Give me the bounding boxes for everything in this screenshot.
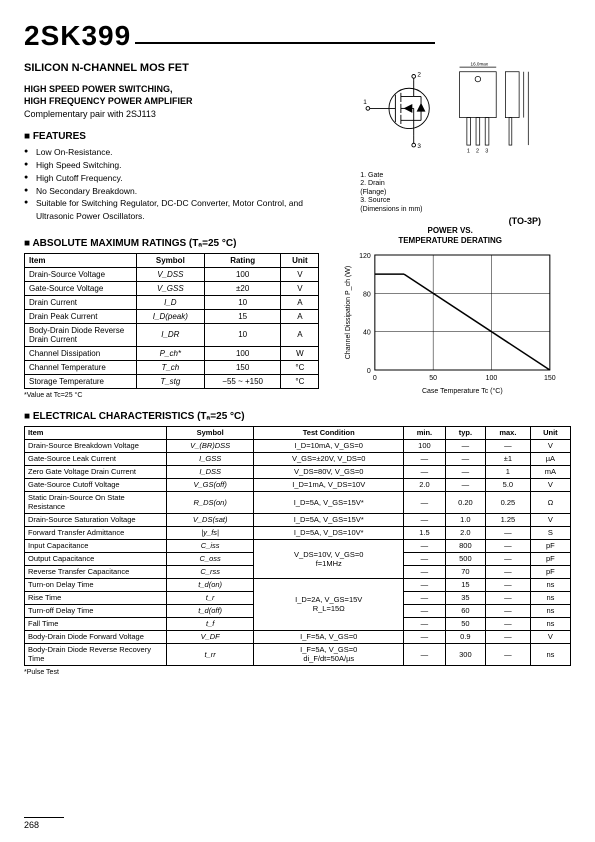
svg-text:3: 3 — [485, 148, 488, 154]
abs-footnote: *Value at Tc=25 °C — [24, 392, 319, 399]
page-number: 268 — [24, 817, 64, 830]
features-list: Low On-Resistance.High Speed Switching.H… — [24, 146, 318, 223]
elec-title: ELECTRICAL CHARACTERISTICS (Tₐ=25 °C) — [24, 411, 571, 422]
abs-title: ABSOLUTE MAXIMUM RATINGS (Tₐ=25 °C) — [24, 238, 319, 249]
derating-chart: 0 50 100 150 0 40 80 120 Case Temperature Tc (°C… — [329, 245, 571, 395]
part-number: 2SK399 — [24, 20, 571, 52]
svg-text:100: 100 — [486, 375, 498, 382]
abs-max-table: ItemSymbolRatingUnitDrain-Source Voltage… — [24, 253, 319, 389]
feature-item: High Speed Switching. — [24, 159, 318, 172]
svg-text:150: 150 — [544, 375, 556, 382]
feature-item: Suitable for Switching Regulator, DC-DC … — [24, 197, 318, 223]
package-diagram: 1 2 3 1 2 3 16.0max — [330, 52, 571, 226]
svg-text:40: 40 — [363, 330, 371, 337]
subhead: HIGH SPEED POWER SWITCHING, HIGH FREQUEN… — [24, 84, 318, 107]
feature-item: High Cutoff Frequency. — [24, 172, 318, 185]
svg-text:16.0max: 16.0max — [471, 61, 489, 66]
subtitle: SILICON N-CHANNEL MOS FET — [24, 62, 318, 74]
svg-text:Case Temperature Tc (°C): Case Temperature Tc (°C) — [422, 387, 503, 395]
svg-text:2: 2 — [418, 71, 422, 78]
elec-char-table: ItemSymbolTest Conditionmin.typ.max.Unit… — [24, 426, 571, 666]
svg-text:2: 2 — [476, 148, 479, 154]
chart-title: POWER VS.TEMPERATURE DERATING — [329, 226, 571, 245]
features-title: FEATURES — [24, 131, 318, 142]
package-name: (TO-3P) — [330, 216, 571, 226]
svg-text:120: 120 — [359, 253, 371, 260]
svg-text:1: 1 — [364, 99, 368, 106]
svg-text:50: 50 — [430, 375, 438, 382]
elec-footnote: *Pulse Test — [24, 669, 571, 676]
svg-text:3: 3 — [418, 143, 422, 150]
svg-text:0: 0 — [367, 368, 371, 375]
feature-item: Low On-Resistance. — [24, 146, 318, 159]
svg-text:1: 1 — [467, 148, 470, 154]
svg-text:0: 0 — [373, 375, 377, 382]
feature-item: No Secondary Breakdown. — [24, 185, 318, 198]
svg-text:Channel Dissipation P_ch (W): Channel Dissipation P_ch (W) — [345, 266, 352, 359]
complementary: Complementary pair with 2SJ113 — [24, 109, 318, 119]
svg-text:80: 80 — [363, 291, 371, 298]
